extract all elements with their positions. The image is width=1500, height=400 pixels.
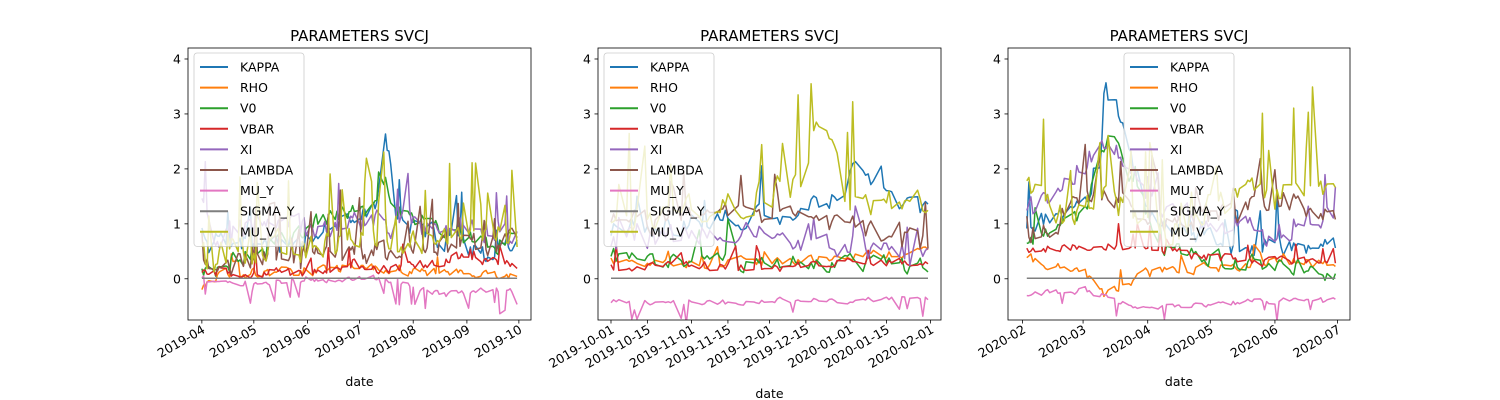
x-axis-label: date [1165, 374, 1193, 389]
legend-label: MU_V [240, 224, 275, 239]
y-tick-label: 1 [583, 216, 591, 231]
chart-panel-2: 012342019-10-012019-10-152019-11-012019-… [546, 27, 942, 400]
y-tick-label: 4 [173, 51, 181, 66]
legend-label: MU_Y [650, 183, 684, 198]
y-tick-label: 2 [583, 161, 591, 176]
legend: KAPPA RHO V0 VBAR XI LAMBDA MU_Y SIGMA_Y MU_V [603, 52, 715, 247]
legend-label: SIGMA_Y [240, 204, 295, 219]
x-tick-label: 2020-06 [1228, 322, 1281, 361]
y-tick-label: 2 [993, 161, 1001, 176]
series-line-vbar [610, 243, 929, 272]
legend-box [1123, 52, 1235, 247]
legend: KAPPA RHO V0 VBAR XI LAMBDA MU_Y SIGMA_Y MU_V [193, 52, 305, 247]
legend-label: RHO [1170, 80, 1198, 95]
legend-label: XI [240, 142, 252, 157]
x-tick-label: 2020-05 [1163, 322, 1216, 361]
legend-label: XI [1170, 142, 1182, 157]
legend-label: KAPPA [1170, 60, 1210, 75]
legend-label: VBAR [240, 121, 275, 136]
legend-box [603, 52, 715, 247]
legend-label: MU_Y [240, 183, 274, 198]
x-tick-label: 2020-03 [1036, 322, 1089, 361]
y-tick-label: 3 [173, 106, 181, 121]
x-tick-label: 2019-06 [260, 322, 313, 361]
legend-label: RHO [650, 80, 678, 95]
y-tick-label: 1 [173, 216, 181, 231]
legend-label: RHO [240, 80, 268, 95]
axes-frame [1007, 47, 1351, 321]
legend-label: LAMBDA [240, 163, 294, 178]
x-tick-label: 2019-08 [366, 322, 419, 361]
series-line-rho [201, 253, 518, 290]
x-tick-label: 2019-04 [155, 322, 208, 361]
x-tick-label: 2020-04 [1100, 322, 1153, 361]
y-tick-label: 3 [993, 106, 1001, 121]
legend-label: SIGMA_Y [1170, 204, 1225, 219]
y-tick-label: 4 [583, 51, 591, 66]
chart-panel-1: 0 1 2 3 4 2019-04 2019-05 2019-06 2019-07 2019-08… [155, 27, 532, 389]
legend-label: V0 [650, 101, 667, 116]
legend-label: VBAR [1170, 121, 1205, 136]
chart-title: PARAMETERS SVCJ [290, 27, 429, 45]
legend-label: XI [650, 142, 662, 157]
chart-title: PARAMETERS SVCJ [1110, 27, 1249, 45]
y-tick-label: 2 [173, 161, 181, 176]
series-line-mu-v [201, 151, 518, 273]
x-tick-label: 2019-09 [420, 322, 473, 361]
legend-label: MU_Y [1170, 183, 1204, 198]
x-axis-label: date [345, 374, 373, 389]
legend-label: MU_V [650, 224, 685, 239]
legend-label: KAPPA [650, 60, 690, 75]
legend-label: LAMBDA [650, 163, 704, 178]
chart-title: PARAMETERS SVCJ [700, 27, 839, 45]
legend-label: LAMBDA [1170, 163, 1224, 178]
y-tick-label: 0 [993, 271, 1001, 286]
legend-label: MU_V [1170, 224, 1205, 239]
y-tick-label: 0 [173, 271, 181, 286]
series-line-rho [610, 245, 929, 270]
series-line-vbar [201, 243, 518, 279]
x-axis-label: date [755, 386, 783, 400]
series-line-mu-y [610, 295, 929, 320]
series-line-vbar [1026, 222, 1337, 268]
x-tick-label: 2020-07 [1290, 322, 1343, 361]
y-tick-label: 1 [993, 216, 1001, 231]
legend-box [193, 52, 305, 247]
x-tick-label: 2019-07 [312, 322, 365, 361]
y-tick-label: 0 [583, 271, 591, 286]
legend-label: V0 [240, 101, 257, 116]
y-tick-label: 4 [993, 51, 1001, 66]
y-tick-label: 3 [583, 106, 591, 121]
x-tick-label: 2019-10 [472, 322, 525, 361]
legend-label: VBAR [650, 121, 685, 136]
series-line-mu-y [1026, 285, 1336, 320]
series-line-mu-y [201, 274, 518, 315]
series-line-rho [1026, 243, 1336, 298]
x-tick-label: 2020-02 [975, 322, 1028, 361]
legend: KAPPA RHO V0 VBAR XI LAMBDA MU_Y SIGMA_Y MU_V [1123, 52, 1235, 247]
legend-label: SIGMA_Y [650, 204, 705, 219]
chart-panel-3: 0 1 2 3 4 2020-02 2020-03 2020-04 2020-05 2020-06… [975, 27, 1351, 389]
x-tick-label: 2019-05 [207, 322, 260, 361]
legend-label: V0 [1170, 101, 1187, 116]
legend-label: KAPPA [240, 60, 280, 75]
